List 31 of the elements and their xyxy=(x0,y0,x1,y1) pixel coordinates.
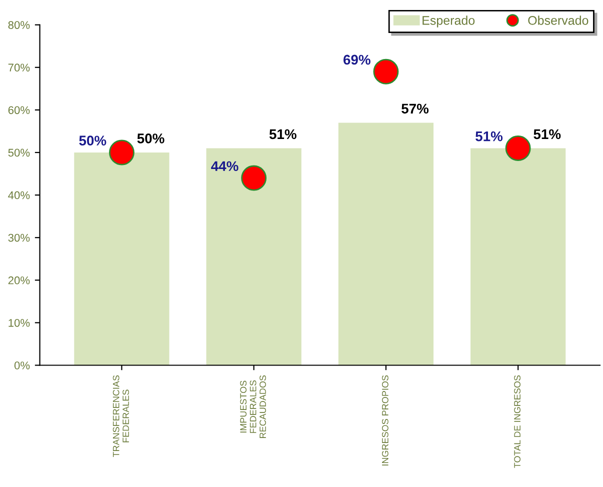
y-tick-label: 10% xyxy=(8,318,30,327)
y-tick-label: 80% xyxy=(8,21,30,29)
y-tick-label: 60% xyxy=(8,106,30,114)
x-tick-label: INGRESOS PROPIOS xyxy=(382,375,388,466)
y-tick-label: 30% xyxy=(8,234,30,242)
y-tick-label: 40% xyxy=(8,191,30,200)
data-label: 69% xyxy=(343,54,370,65)
y-tick-label: 20% xyxy=(8,276,30,284)
data-label: 51% xyxy=(476,131,503,142)
bar xyxy=(206,148,302,366)
bar xyxy=(338,122,434,366)
x-tick-label: TOTAL DE INGRESOS xyxy=(514,375,520,468)
x-tick-label: IMPUESTOS FEDERALES RECAUDADOS xyxy=(240,375,266,438)
bar xyxy=(470,148,566,366)
point xyxy=(373,58,399,84)
point xyxy=(505,136,531,161)
data-label: 57% xyxy=(402,104,429,114)
legend-label: Observado xyxy=(528,16,588,25)
data-label: 51% xyxy=(269,129,296,140)
y-tick-label: 0% xyxy=(14,362,30,370)
point xyxy=(241,165,267,191)
data-label: 44% xyxy=(211,161,238,171)
y-tick-label: 50% xyxy=(8,148,30,157)
x-tick-label: TRANSFERENCIAS FEDERALES xyxy=(112,375,129,458)
data-label: 50% xyxy=(137,134,164,144)
bar xyxy=(74,152,170,366)
point xyxy=(108,140,134,166)
legend-label: Esperado xyxy=(422,16,475,28)
data-label: 51% xyxy=(534,129,561,140)
data-label: 50% xyxy=(79,136,106,146)
y-tick-label: 70% xyxy=(8,64,30,72)
